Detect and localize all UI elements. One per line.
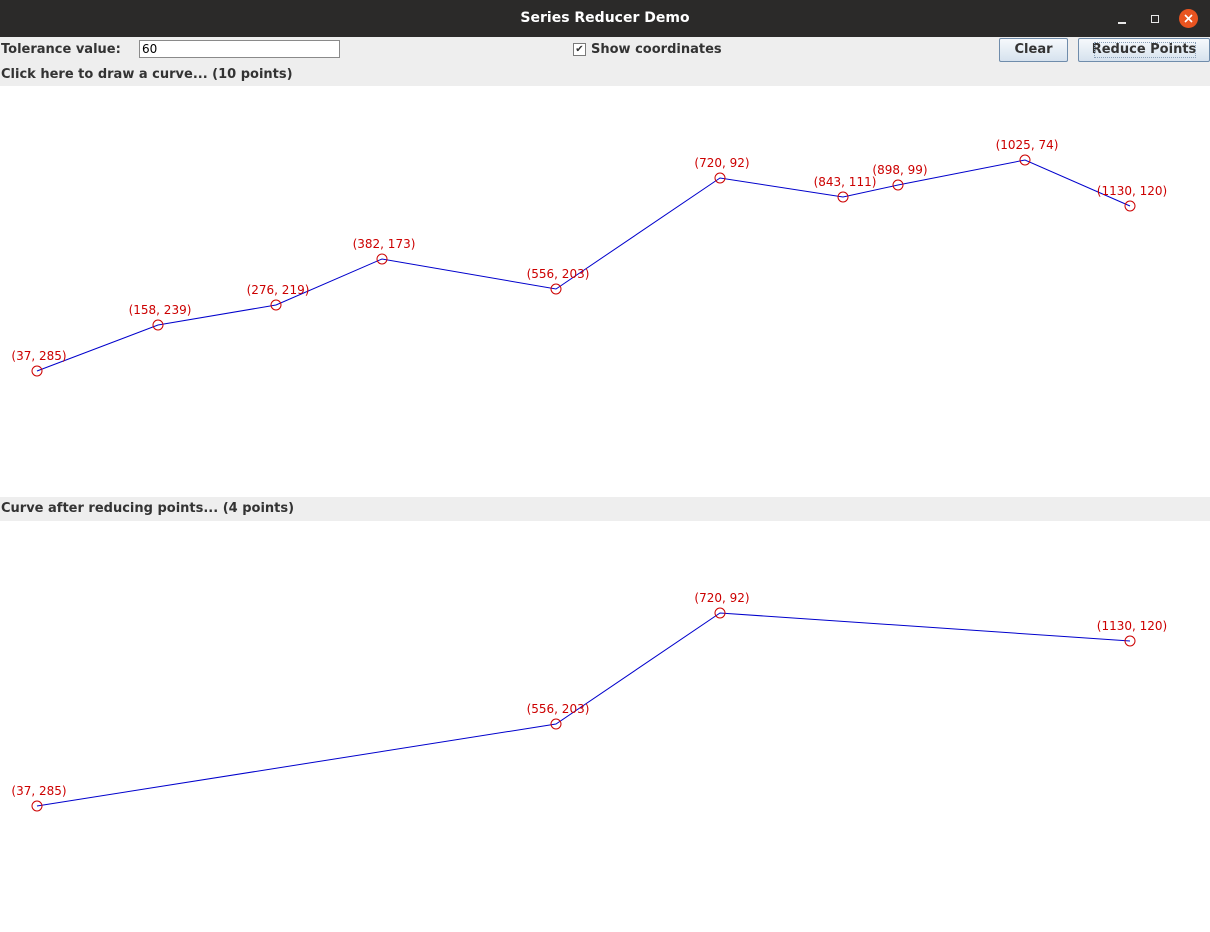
window-title: Series Reducer Demo <box>0 10 1210 26</box>
show-coordinates-label: Show coordinates <box>591 42 722 57</box>
point-coordinate-label: (898, 99) <box>872 163 927 177</box>
reduce-points-button[interactable]: Reduce Points <box>1078 38 1210 62</box>
point-coordinate-label: (843, 111) <box>814 175 877 189</box>
checkbox-icon[interactable]: ✔ <box>573 43 586 56</box>
tolerance-input[interactable]: 60 <box>139 40 340 58</box>
point-coordinate-label: (720, 92) <box>694 591 749 605</box>
maximize-icon[interactable] <box>1145 9 1165 29</box>
drawing-canvas[interactable]: (37, 285) (158, 239) (276, 219) (382, 173) (… <box>0 86 1210 497</box>
close-icon[interactable] <box>1179 9 1198 28</box>
reduced-curve-plot: (37, 285) (556, 203) (720, 92) (1130, 120) <box>0 521 1210 932</box>
focus-ring <box>1094 42 1196 58</box>
point-coordinate-label: (276, 219) <box>247 283 310 297</box>
point-coordinate-label: (382, 173) <box>353 237 416 251</box>
minimize-icon[interactable] <box>1112 9 1132 29</box>
title-bar: Series Reducer Demo <box>0 0 1210 37</box>
original-curve-caption: Click here to draw a curve... (10 points… <box>1 67 293 82</box>
reduced-caption-bar: Curve after reducing points... (4 points… <box>0 497 1210 521</box>
tolerance-label: Tolerance value: <box>1 42 121 57</box>
point-coordinate-label: (37, 285) <box>11 349 66 363</box>
clear-button[interactable]: Clear <box>999 38 1068 62</box>
point-coordinate-label: (1130, 120) <box>1097 619 1167 633</box>
point-coordinate-label: (720, 92) <box>694 156 749 170</box>
point-coordinate-label: (1130, 120) <box>1097 184 1167 198</box>
point-coordinate-label: (556, 203) <box>527 267 590 281</box>
point-coordinate-label: (158, 239) <box>129 303 192 317</box>
point-coordinate-label: (1025, 74) <box>996 138 1059 152</box>
reduced-canvas: (37, 285) (556, 203) (720, 92) (1130, 120) <box>0 521 1210 932</box>
original-curve-plot: (37, 285) (158, 239) (276, 219) (382, 173) (… <box>0 86 1210 497</box>
curve-line <box>37 160 1130 371</box>
point-coordinate-label: (556, 203) <box>527 702 590 716</box>
reduced-curve-caption: Curve after reducing points... (4 points… <box>1 501 294 516</box>
point-coordinate-label: (37, 285) <box>11 784 66 798</box>
toolbar: Tolerance value: 60 ✔ Show coordinates C… <box>0 37 1210 86</box>
